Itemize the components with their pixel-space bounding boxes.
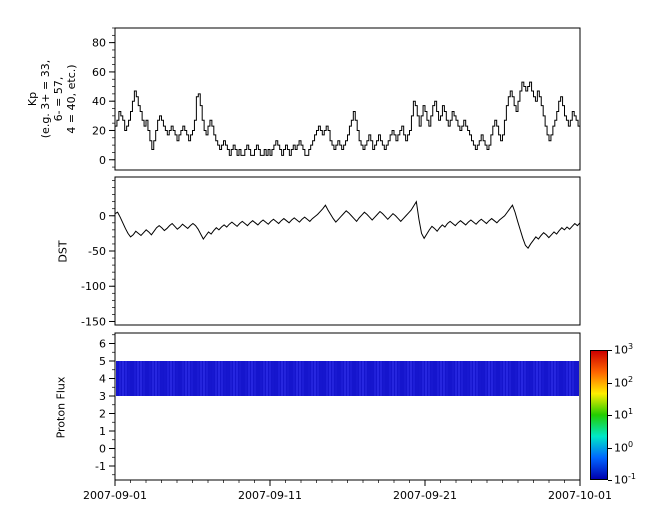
colorbar-tick-label: 10-1 bbox=[614, 472, 636, 487]
x-tick-label: 2007-09-01 bbox=[83, 489, 147, 502]
colorbar-tick-label: 102 bbox=[614, 374, 634, 390]
y-tick-label: 3 bbox=[99, 390, 106, 403]
proton-flux-axis-label: Proton Flux bbox=[54, 376, 68, 439]
y-tick-label: 4 bbox=[99, 373, 106, 386]
colorbar bbox=[590, 350, 608, 480]
colorbar-tick bbox=[608, 382, 612, 384]
y-tick-label: 1 bbox=[99, 425, 106, 438]
x-tick-label: 2007-09-11 bbox=[238, 489, 302, 502]
kp-panel: 0 20 40 60 80 bbox=[92, 27, 581, 171]
y-tick-label: 40 bbox=[92, 95, 106, 108]
kp-axis-label-line: 6- = 57, bbox=[52, 76, 65, 122]
kp-axis-label-line: (e.g. 3+ = 33, bbox=[39, 59, 52, 139]
colorbar-tick bbox=[608, 447, 612, 449]
y-tick-label: 80 bbox=[92, 37, 106, 50]
y-tick-label: -100 bbox=[81, 280, 106, 293]
y-tick-label: 0 bbox=[99, 443, 106, 456]
y-tick-label: 0 bbox=[99, 210, 106, 223]
kp-axis-label-line: 4 = 40, etc.) bbox=[65, 64, 78, 134]
x-tick-label: 2007-09-21 bbox=[393, 489, 457, 502]
y-tick-label: 60 bbox=[92, 66, 106, 79]
y-tick-label: -150 bbox=[81, 315, 106, 328]
y-tick-label: -50 bbox=[88, 245, 106, 258]
colorbar-tick bbox=[608, 350, 612, 351]
y-tick-label: 20 bbox=[92, 124, 106, 137]
x-tick-label: 2007-10-01 bbox=[548, 489, 612, 502]
kp-series-line bbox=[115, 81, 580, 156]
kp-axis-label: Kp (e.g. 3+ = 33, 6- = 57, 4 = 40, etc.) bbox=[26, 53, 78, 145]
dst-axis-label: DST bbox=[56, 240, 70, 263]
colorbar-tick bbox=[608, 480, 612, 481]
y-tick-label: 0 bbox=[99, 154, 106, 167]
dst-series-line bbox=[114, 200, 581, 250]
y-tick-label: 5 bbox=[99, 355, 106, 368]
dst-panel: -150 -100 -50 0 bbox=[81, 176, 581, 328]
colorbar-tick-label: 100 bbox=[614, 439, 634, 455]
colorbar-tick-label: 101 bbox=[614, 407, 634, 422]
kp-axis-label-line: Kp bbox=[26, 91, 39, 107]
y-tick-label: 2 bbox=[99, 408, 106, 421]
colorbar-tick bbox=[608, 415, 612, 416]
y-tick-label: 6 bbox=[99, 338, 106, 351]
proton-flux-panel: -1 0 1 2 3 4 5 6 bbox=[95, 332, 581, 481]
colorbar-tick-label: 103 bbox=[614, 342, 634, 357]
y-tick-label: -1 bbox=[95, 460, 106, 473]
